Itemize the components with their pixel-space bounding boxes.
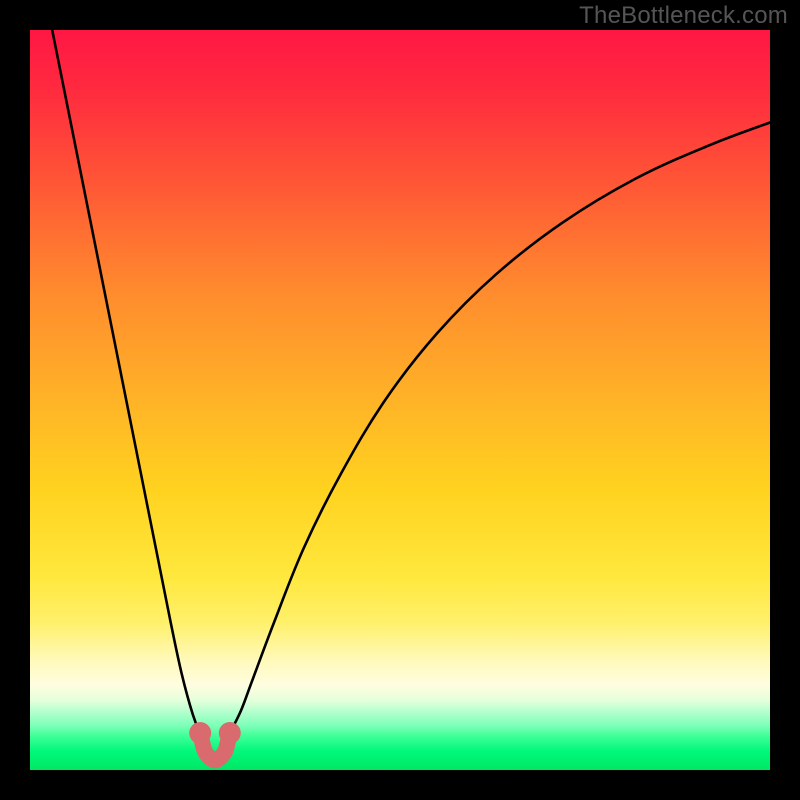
- plot-background: [30, 30, 770, 770]
- dip-dot-1: [219, 722, 241, 744]
- chart-root: TheBottleneck.com: [0, 0, 800, 800]
- dip-dot-0: [189, 722, 211, 744]
- chart-svg: [0, 0, 800, 800]
